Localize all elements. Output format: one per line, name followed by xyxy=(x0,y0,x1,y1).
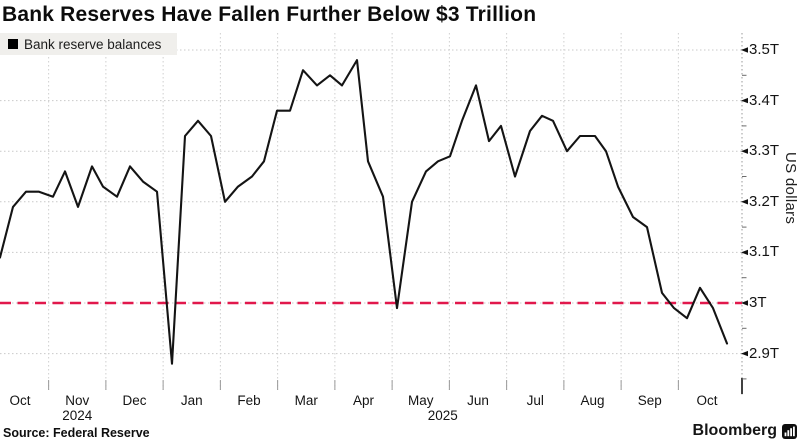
x-month-label: Jan xyxy=(180,393,203,408)
y-tick-label: 3.1T xyxy=(749,243,780,261)
x-month-label: Oct xyxy=(696,393,718,408)
y-tick-label: 3.5T xyxy=(749,41,780,58)
x-month-label: Sep xyxy=(637,393,662,408)
x-month-label: Oct xyxy=(9,393,31,408)
x-year-label: 2025 xyxy=(427,408,458,423)
x-month-label: Jul xyxy=(526,393,544,408)
y-axis-title: US dollars xyxy=(782,152,799,225)
y-axis-major-tick-icon xyxy=(741,350,748,357)
bloomberg-logo: Bloomberg xyxy=(693,422,797,440)
x-month-label: May xyxy=(407,393,434,408)
legend: Bank reserve balances xyxy=(0,33,178,55)
source-attribution: Source: Federal Reserve xyxy=(3,426,150,440)
y-axis-major-tick-icon xyxy=(741,47,748,53)
y-tick-label: 3T xyxy=(749,294,767,311)
y-axis-major-tick-icon xyxy=(741,249,748,256)
x-month-label: Nov xyxy=(65,393,90,408)
x-month-label: Apr xyxy=(352,393,374,408)
y-tick-label: 3.2T xyxy=(749,192,780,210)
x-year-label: 2024 xyxy=(62,408,93,423)
bloomberg-wordmark: Bloomberg xyxy=(692,422,777,439)
legend-swatch-icon xyxy=(8,39,18,49)
y-axis-major-tick-icon xyxy=(741,148,748,154)
y-tick-label: 3.3T xyxy=(749,142,780,160)
y-axis-major-tick-icon xyxy=(741,97,748,104)
y-tick-label: 3.4T xyxy=(749,91,780,109)
y-tick-label: 2.9T xyxy=(749,344,780,362)
x-month-label: Mar xyxy=(294,393,318,408)
legend-label: Bank reserve balances xyxy=(24,36,162,52)
x-month-label: Jun xyxy=(467,393,489,408)
y-axis-major-tick-icon xyxy=(741,300,748,306)
series-line-bank-reserve-balances xyxy=(0,59,729,365)
chart-title: Bank Reserves Have Fallen Further Below … xyxy=(2,3,537,26)
bar-chart-icon xyxy=(782,423,797,439)
y-axis-major-tick-icon xyxy=(741,199,748,205)
x-month-label: Aug xyxy=(580,393,605,408)
x-month-label: Feb xyxy=(237,393,261,408)
x-month-label: Dec xyxy=(122,393,147,408)
